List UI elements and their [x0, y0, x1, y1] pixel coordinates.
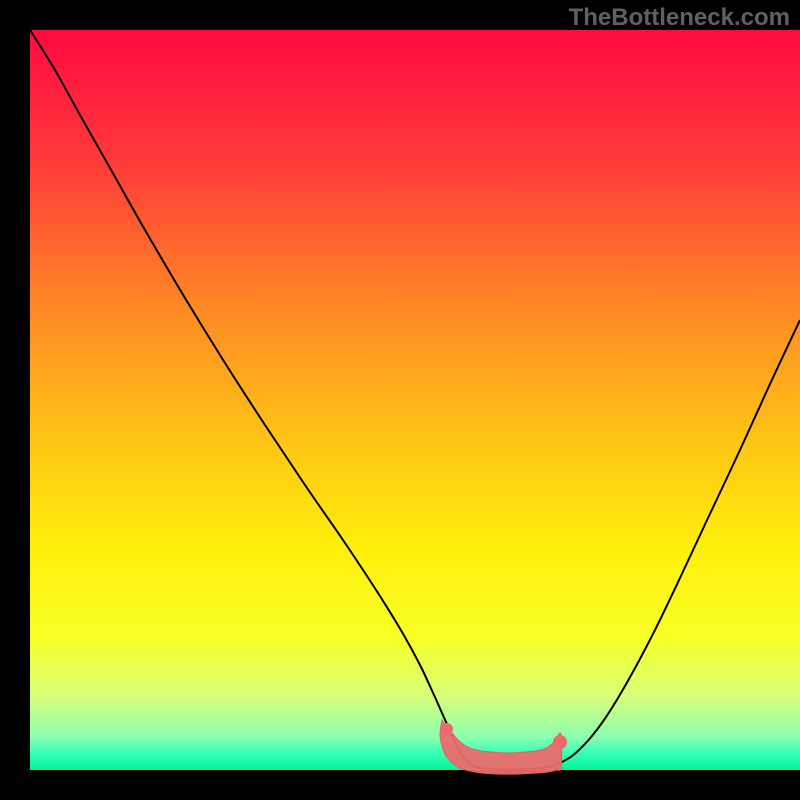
- optimal-range-dot-left: [441, 723, 453, 735]
- bottleneck-gradient-chart: [0, 0, 800, 800]
- gradient-background: [30, 30, 800, 770]
- watermark-text: TheBottleneck.com: [569, 4, 790, 32]
- optimal-range-dot-right: [553, 735, 567, 749]
